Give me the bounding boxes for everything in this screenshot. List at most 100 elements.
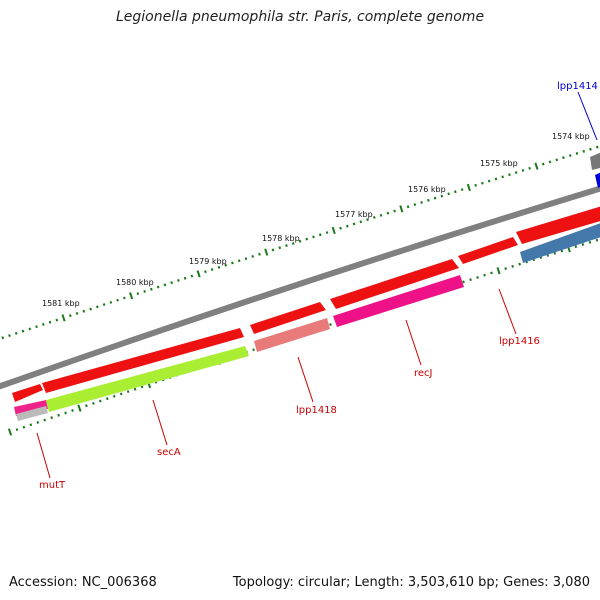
gene-bar-lpp1418[interactable]: [254, 318, 330, 352]
minor-tick: [447, 192, 450, 196]
scale-label: 1574 kbp: [552, 132, 590, 141]
minor-tick: [68, 314, 72, 318]
gene-label-lpp1414[interactable]: lpp1414: [557, 81, 598, 92]
minor-tick: [109, 300, 113, 304]
gene-bar-mutT[interactable]: [14, 400, 48, 416]
minor-tick: [237, 259, 241, 263]
minor-tick: [339, 226, 342, 230]
minor-tick: [96, 305, 99, 309]
minor-tick: [75, 312, 79, 315]
minor-tick: [15, 428, 19, 432]
major-tick: [466, 183, 471, 192]
minor-tick: [595, 145, 599, 149]
minor-tick: [305, 237, 309, 241]
minor-tick: [8, 334, 11, 338]
map-title: Legionella pneumophila str. Paris, compl…: [115, 9, 485, 25]
gene-arrow-lpp1415-fwd[interactable]: [516, 206, 600, 244]
minor-tick: [393, 209, 396, 213]
minor-tick: [29, 423, 33, 427]
minor-tick: [28, 327, 32, 331]
major-tick: [534, 162, 539, 170]
minor-tick: [133, 387, 137, 391]
minor-tick: [136, 292, 140, 296]
scale-label: 1579 kbp: [189, 257, 227, 266]
minor-tick: [575, 152, 579, 155]
minor-tick: [85, 404, 88, 408]
minor-tick: [150, 287, 153, 291]
gene-label-lpp1416[interactable]: lpp1416: [499, 336, 540, 347]
minor-tick: [112, 394, 116, 398]
minor-tick: [528, 166, 531, 170]
minor-tick: [50, 416, 54, 420]
gene-label-secA[interactable]: secA: [157, 447, 181, 458]
minor-tick: [190, 274, 194, 278]
major-tick: [196, 270, 201, 278]
minor-tick: [278, 246, 282, 250]
minor-tick: [57, 413, 60, 417]
major-tick: [77, 404, 82, 412]
minor-tick: [98, 399, 102, 403]
minor-tick: [483, 273, 486, 277]
minor-tick: [89, 307, 92, 311]
gene-label-recJ[interactable]: recJ: [414, 368, 433, 379]
minor-tick: [541, 162, 545, 166]
minor-tick: [244, 257, 248, 261]
gene-arrow-lpp1418-fwd[interactable]: [250, 302, 326, 334]
minor-tick: [504, 267, 507, 270]
minor-tick: [41, 322, 45, 326]
gene-label-mutT[interactable]: mutT: [39, 480, 66, 491]
minor-tick: [469, 278, 472, 282]
minor-tick: [48, 320, 52, 324]
gene-bar-recJ[interactable]: [333, 275, 464, 327]
minor-tick: [345, 224, 349, 228]
gene-bar-lpp1414[interactable]: [595, 171, 600, 188]
major-tick: [129, 292, 134, 300]
minor-tick: [177, 278, 180, 282]
minor-tick: [406, 205, 410, 209]
minor-tick: [43, 418, 47, 422]
major-tick: [331, 226, 336, 235]
minor-tick: [105, 397, 109, 401]
gene-arrow-lpp1416-fwd[interactable]: [458, 237, 518, 264]
major-tick: [399, 205, 404, 213]
gene-arrow-mutT-fwd[interactable]: [12, 384, 43, 402]
minor-tick: [582, 149, 586, 153]
minor-tick: [595, 238, 599, 242]
feature-bars: [14, 152, 600, 421]
major-tick: [264, 248, 269, 256]
gene-bar-gray: [590, 152, 600, 170]
minor-tick: [366, 218, 369, 222]
minor-tick: [589, 147, 592, 151]
minor-tick: [386, 211, 390, 215]
minor-tick: [476, 276, 479, 279]
minor-tick: [252, 348, 255, 352]
minor-tick: [64, 411, 67, 415]
minor-tick: [55, 318, 59, 322]
minor-tick: [123, 296, 126, 300]
minor-tick: [454, 190, 457, 194]
minor-tick: [325, 231, 329, 235]
minor-tick: [581, 243, 585, 247]
scale-label: 1578 kbp: [262, 234, 300, 243]
gene-label-lpp1418[interactable]: lpp1418: [296, 405, 337, 416]
minor-tick: [548, 160, 552, 164]
minor-tick: [156, 285, 160, 289]
minor-tick: [71, 409, 74, 412]
gene-bar-lpp1414-rev[interactable]: [520, 222, 600, 263]
gene-bar-secA[interactable]: [46, 346, 249, 412]
minor-tick: [555, 158, 559, 162]
minor-tick: [574, 245, 578, 249]
gene-arrow-recJ-fwd[interactable]: [330, 259, 459, 309]
minor-tick: [372, 215, 376, 219]
gene-bar-mutT-grey: [16, 406, 48, 421]
minor-tick: [143, 290, 146, 293]
minor-tick: [170, 281, 173, 285]
minor-tick: [413, 203, 417, 207]
minor-tick: [487, 179, 491, 183]
scale-label: 1580 kbp: [116, 278, 154, 287]
gene-arrow-secA-fwd[interactable]: [42, 328, 244, 393]
minor-tick: [490, 271, 493, 275]
minor-tick: [21, 329, 25, 333]
minor-tick: [82, 309, 86, 313]
